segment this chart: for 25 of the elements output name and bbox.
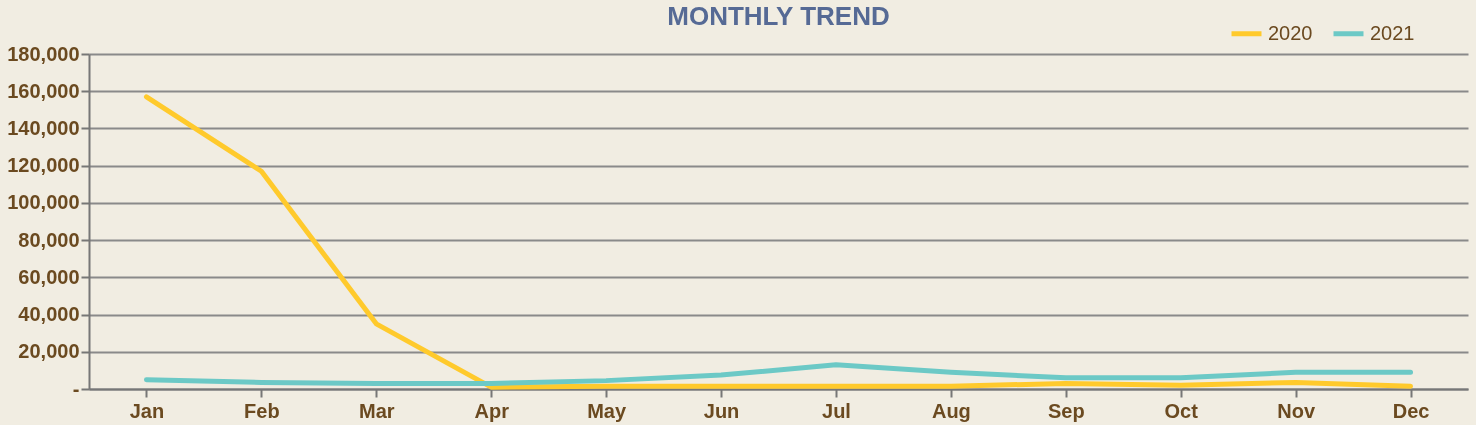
y-tick-label: 120,000: [7, 154, 80, 177]
y-tick-label: 140,000: [7, 116, 80, 139]
y-tick-label: -: [72, 377, 80, 400]
y-tick-label: 100,000: [7, 191, 80, 214]
y-tick-label: 80,000: [18, 228, 80, 251]
legend-label: 2020: [1268, 21, 1313, 44]
y-tick-label: 180,000: [7, 42, 80, 65]
x-tick-label: Jul: [822, 399, 851, 422]
x-tick-label: Jun: [703, 399, 740, 422]
y-tick-label: 20,000: [18, 340, 80, 363]
x-tick-label: Dec: [1392, 399, 1430, 422]
x-tick-label: Nov: [1277, 399, 1316, 422]
x-tick-label: Mar: [359, 399, 395, 422]
y-tick-label: 60,000: [18, 265, 80, 288]
x-tick-label: May: [587, 399, 627, 422]
y-tick-label: 160,000: [7, 79, 80, 102]
x-tick-label: Apr: [474, 399, 510, 422]
x-tick-label: Sep: [1047, 399, 1085, 422]
x-tick-label: Oct: [1164, 399, 1199, 422]
x-tick-label: Jan: [129, 399, 165, 422]
legend-label: 2021: [1370, 21, 1415, 44]
chart-title: MONTHLY TREND: [667, 1, 890, 31]
y-tick-label: 40,000: [18, 303, 80, 326]
x-tick-label: Aug: [931, 399, 971, 422]
x-tick-label: Feb: [244, 399, 280, 422]
